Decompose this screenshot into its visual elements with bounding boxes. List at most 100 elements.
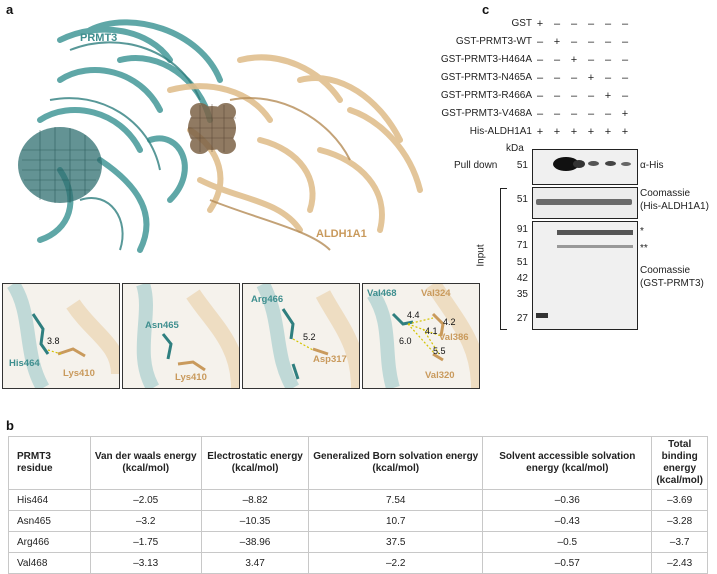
pulldown-label: Pull down [454,160,498,171]
condition-sign: – [553,108,561,120]
table-cell: 37.5 [308,531,484,553]
pulldown-band-wt [553,157,579,171]
condition-sign: – [553,90,561,102]
table-cell: 7.54 [308,489,484,511]
condition-sign: – [604,72,612,84]
condition-sign: – [570,108,578,120]
table-cell: 10.7 [308,510,484,532]
kda-label: kDa [506,143,524,154]
input-top-mw-51: 51 [516,194,528,205]
condition-sign: + [621,108,629,120]
condition-sign: – [570,90,578,102]
input-bottom-stain: Coomassie [640,265,691,276]
table-cell: 3.47 [200,552,310,574]
table-row: Arg466 –1.75 –38.96 37.5 –0.5 –3.7 [8,531,708,553]
condition-sign: – [536,72,544,84]
inset-1-tan-residue: Lys410 [63,368,95,379]
table-cell: –2.2 [308,552,484,574]
table-cell: –10.35 [200,510,310,532]
condition-labels: GST GST-PRMT3-WT GST-PRMT3-H464A GST-PRM… [420,18,532,138]
input-bracket [500,188,507,330]
inset-arg466: Arg466 Asp317 5.2 [242,283,360,389]
table-cell: –2.05 [89,489,202,511]
inset-4-teal-residue: Val468 [367,288,397,299]
condition-sign: + [570,54,578,66]
condition-sign: – [621,90,629,102]
table-cell: –0.43 [482,510,653,532]
inset-2-tan-residue: Lys410 [175,372,207,383]
inset-his464: His464 Lys410 3.8 [2,283,120,389]
condition-sign: – [553,18,561,30]
table-cell: –3.13 [89,552,202,574]
header-gb-solvation: Generalized Born solvation energy (kcal/… [308,436,484,490]
inset-4-distance-5: 5.5 [433,346,446,356]
panel-c-letter: c [482,2,490,17]
table-cell: Val468 [8,552,91,574]
aldh1a1-label: ALDH1A1 [316,228,367,240]
panel-b-letter: b [6,418,14,433]
condition-sign: – [587,108,595,120]
condition-sign: + [536,126,544,138]
input-bottom-mw-27: 27 [516,313,528,324]
asterisk-single: * [640,226,644,237]
input-top-protein: (His-ALDH1A1) [640,201,709,212]
condition-sign: – [587,18,595,30]
condition-sign: – [621,72,629,84]
table-cell: Asn465 [8,510,91,532]
condition-sign-grid: + – – – – – – + – – – – – – + – – – – – – + – – – – – – + – – – – – – + + + + +… [532,18,636,142]
inset-4-tan-residue-3: Val320 [425,370,455,381]
condition-sign: – [587,54,595,66]
pulldown-band-n465a [588,161,599,166]
table-cell: –0.5 [482,531,653,553]
condition-sign: – [536,108,544,120]
table-cell: –3.28 [651,510,708,532]
inset-4-tan-residue-1: Val324 [421,288,451,299]
table-cell: –3.69 [651,489,708,511]
condition-sign: – [536,36,544,48]
panel-a-letter: a [6,2,14,17]
condition-sign: – [536,54,544,66]
inset-val468: Val468 Val324 Val386 Val320 4.4 4.2 4.1 … [362,283,480,389]
condition-sign: + [621,126,629,138]
condition-sign: – [587,36,595,48]
input-label: Input [475,244,487,267]
input-bottom-mw-51: 51 [516,257,528,268]
table-cell: His464 [8,489,91,511]
condition-sign: – [604,36,612,48]
input-band-gst-prmt3 [557,230,633,235]
inset-1-distance: 3.8 [47,336,60,346]
inset-4-distance-1: 4.4 [407,310,420,320]
input-bottom-mw-42: 42 [516,273,528,284]
condition-label-gst: GST [511,18,532,29]
condition-sign: + [604,90,612,102]
pulldown-band-h464a [573,160,585,168]
input-bottom-mw-91: 91 [516,224,528,235]
table-cell: –0.57 [482,552,653,574]
inset-2-teal-residue: Asn465 [145,320,179,331]
inset-4-distance-2: 4.2 [443,317,456,327]
input-bottom-mw-35: 35 [516,289,528,300]
condition-label-h464a: GST-PRMT3-H464A [440,54,532,65]
pulldown-band-r466a [605,161,616,166]
input-top-gel [532,187,638,219]
header-total: Total binding energy (kcal/mol) [651,436,708,490]
pulldown-blot [532,149,638,185]
condition-sign: + [536,18,544,30]
inset-4-distance-4: 6.0 [399,336,412,346]
pulldown-antibody-label: α-His [640,160,664,171]
input-bottom-mw-71: 71 [516,240,528,251]
condition-sign: – [570,18,578,30]
inset-3-tan-residue: Asp317 [313,354,347,365]
condition-sign: + [587,126,595,138]
input-band-secondary [557,245,633,248]
table-cell: –0.36 [482,489,653,511]
table-row: Val468 –3.13 3.47 –2.2 –0.57 –2.43 [8,552,708,574]
condition-sign: – [570,72,578,84]
input-band-gst [536,313,548,318]
condition-label-v468a: GST-PRMT3-V468A [441,108,532,119]
condition-label-wt: GST-PRMT3-WT [455,36,532,47]
table-cell: –8.82 [200,489,310,511]
condition-sign: + [587,72,595,84]
input-bottom-gel [532,221,638,330]
condition-sign: – [621,36,629,48]
